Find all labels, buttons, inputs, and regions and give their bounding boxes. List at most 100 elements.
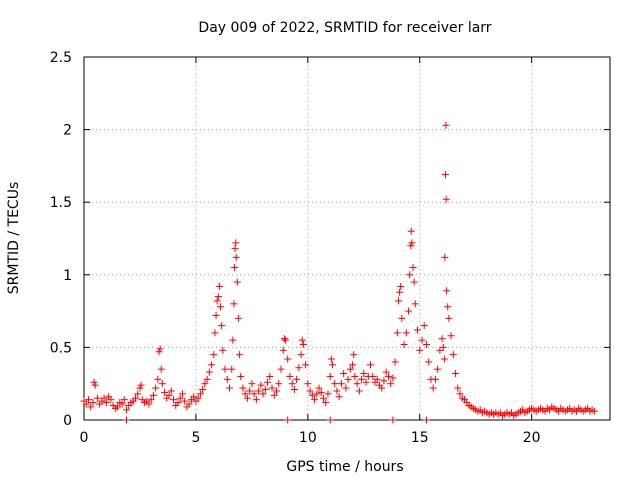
y-tick-label: 1.5 — [50, 195, 72, 211]
data-point — [414, 326, 422, 334]
data-point — [340, 370, 348, 378]
data-point — [456, 390, 464, 398]
data-point — [246, 387, 254, 395]
data-point — [279, 346, 287, 354]
data-point — [444, 303, 452, 311]
data-point — [280, 335, 288, 343]
data-point — [250, 390, 258, 398]
data-point — [243, 394, 251, 402]
data-point — [190, 393, 198, 401]
data-points — [80, 121, 598, 424]
data-point — [212, 311, 220, 319]
data-point — [284, 355, 292, 363]
data-point — [264, 378, 272, 386]
data-point — [407, 242, 415, 250]
data-point — [178, 390, 186, 398]
data-point — [211, 329, 219, 337]
data-point — [134, 390, 142, 398]
y-axis-label: SRMTID / TECUs — [6, 182, 22, 295]
data-point — [350, 351, 358, 359]
data-point — [409, 264, 417, 272]
data-point — [266, 372, 274, 380]
data-point — [331, 380, 339, 388]
data-point — [234, 314, 242, 322]
data-point — [277, 365, 285, 373]
data-point — [201, 380, 209, 388]
data-point — [440, 355, 448, 363]
data-point — [408, 239, 416, 247]
data-point — [454, 384, 462, 392]
data-point — [324, 390, 332, 398]
data-point — [174, 399, 182, 407]
data-point — [213, 297, 221, 305]
data-point — [221, 365, 229, 373]
data-point — [319, 394, 327, 402]
data-point — [272, 387, 280, 395]
data-point — [304, 380, 312, 388]
data-point — [275, 380, 283, 388]
data-point — [156, 345, 164, 353]
data-point — [217, 303, 225, 311]
data-point — [203, 375, 211, 383]
data-point — [231, 245, 239, 253]
data-point — [353, 380, 361, 388]
data-point — [293, 375, 301, 383]
data-point — [308, 391, 316, 399]
data-point — [346, 365, 354, 373]
data-point — [431, 375, 439, 383]
data-point — [114, 403, 122, 411]
data-point — [397, 282, 405, 290]
data-point — [230, 300, 238, 308]
data-point — [429, 384, 437, 392]
data-point — [239, 384, 247, 392]
data-point — [394, 297, 402, 305]
x-tick-label: 5 — [191, 430, 200, 446]
data-point — [442, 121, 450, 129]
data-point — [378, 384, 386, 392]
y-tick-label: 2.5 — [50, 50, 72, 66]
data-point — [102, 399, 110, 407]
data-point — [326, 372, 334, 380]
y-tick-label: 2 — [63, 123, 72, 139]
data-point — [232, 253, 240, 261]
data-point — [284, 416, 292, 424]
data-point — [228, 365, 236, 373]
data-point — [236, 351, 244, 359]
data-point — [373, 375, 381, 383]
data-point — [382, 368, 390, 376]
data-point — [261, 386, 269, 394]
data-point — [441, 253, 449, 261]
data-point — [154, 375, 162, 383]
data-point — [358, 375, 366, 383]
x-axis-label: GPS time / hours — [286, 459, 403, 475]
data-point — [84, 396, 92, 404]
data-point — [327, 355, 335, 363]
data-point — [100, 394, 108, 402]
data-point — [322, 399, 330, 407]
data-point — [393, 329, 401, 337]
data-point — [337, 380, 345, 388]
data-point — [418, 336, 426, 344]
data-point — [136, 384, 144, 392]
data-point — [447, 332, 455, 340]
data-point — [91, 381, 99, 389]
x-tick-label: 0 — [80, 430, 89, 446]
data-point — [443, 287, 451, 295]
data-point — [237, 372, 245, 380]
x-tick-label: 10 — [299, 430, 317, 446]
data-point — [286, 372, 294, 380]
data-point — [259, 390, 267, 398]
data-point — [199, 386, 207, 394]
data-point — [219, 346, 227, 354]
data-point — [194, 394, 202, 402]
data-point — [87, 403, 95, 411]
data-point — [590, 407, 598, 415]
data-point — [155, 348, 163, 356]
data-point — [158, 380, 166, 388]
data-point — [252, 396, 260, 404]
data-point — [225, 384, 233, 392]
data-point — [165, 391, 173, 399]
data-point — [270, 391, 278, 399]
data-point — [218, 322, 226, 330]
